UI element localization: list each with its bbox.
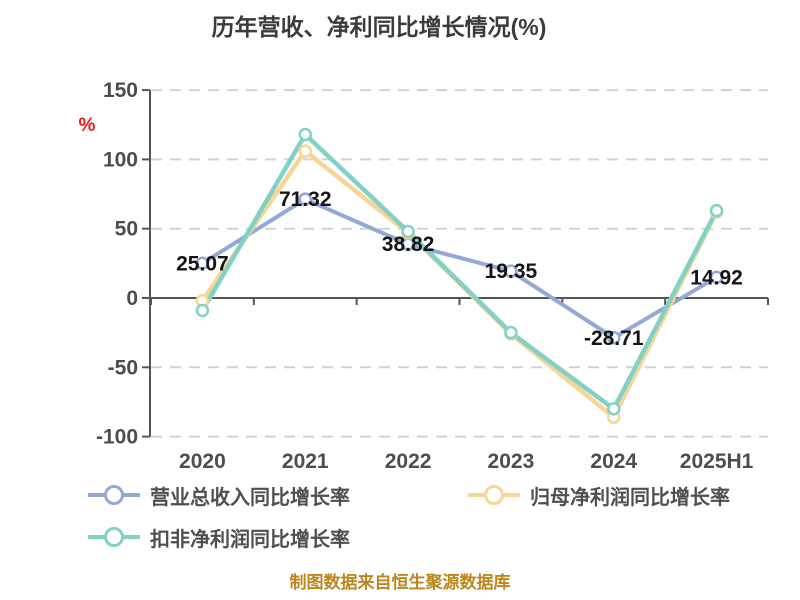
data-point-s2-2020[interactable] [195,303,210,318]
data-point-s1-2021[interactable] [298,144,312,158]
y-axis-tick-label-50: 50 [115,218,138,241]
x-axis-label-2023: 2023 [488,450,535,473]
non-gaap-series-swatch-icon [88,527,140,547]
chart-title: 历年营收、净利同比增长情况(%) [211,14,547,40]
y-axis-unit-label: % [78,115,96,136]
data-label-s0-2023: 19.35 [485,260,538,283]
series-line-0 [200,197,719,340]
x-axis-label-2022: 2022 [385,450,432,473]
data-label-s0-2025H1: 14.92 [690,266,743,289]
y-axis-tick-label--50: -50 [108,356,138,379]
data-label-s0-2022: 38.82 [382,233,435,256]
legend-label-net-profit-growth: 归母净利润同比增长率 [530,486,730,509]
y-axis-tick-label--100: -100 [96,426,138,449]
y-axis-tick-label-150: 150 [103,79,138,102]
data-point-s0-2023[interactable] [504,264,518,278]
data-point-s2-2022[interactable] [401,224,415,239]
data-point-s2-2025H1[interactable] [709,203,724,218]
series-line-2 [200,132,719,412]
legend-item-net-profit-growth[interactable]: 归母净利润同比增长率 [468,481,730,510]
data-label-s0-2024: -28.71 [584,327,644,350]
net-profit-series-swatch-icon [468,485,520,505]
data-label-s0-2021: 71.32 [279,188,332,211]
data-point-s0-2024[interactable] [607,331,621,345]
x-axis-label-2020: 2020 [179,450,226,473]
legend-label-revenue-growth: 营业总收入同比增长率 [150,486,350,509]
x-axis-label-2025H1: 2025H1 [680,450,754,473]
chart-legend: 营业总收入同比增长率 归母净利润同比增长率 扣非净利润同比增长率 [88,474,768,558]
data-point-s0-2021[interactable] [298,192,312,206]
data-point-s0-2025H1[interactable] [709,270,724,285]
legend-item-non-gaap-profit-growth[interactable]: 扣非净利润同比增长率 [88,523,350,552]
data-point-s2-2023[interactable] [504,325,518,340]
revenue-series-swatch-icon [88,485,140,505]
x-axis-label-2021: 2021 [282,450,329,473]
data-point-s2-2021[interactable] [298,127,312,142]
data-label-s0-2020: 25.07 [176,252,229,275]
x-axis-label-2024: 2024 [590,450,637,473]
data-point-s0-2020[interactable] [195,256,210,271]
data-source-caption: 制图数据来自恒生聚源数据库 [289,573,511,592]
legend-label-non-gaap-profit-growth: 扣非净利润同比增长率 [150,528,350,551]
y-axis-tick-label-100: 100 [103,148,138,171]
legend-row-1: 营业总收入同比增长率 归母净利润同比增长率 [88,474,768,516]
legend-row-2: 扣非净利润同比增长率 [88,516,768,558]
legend-item-revenue-growth[interactable]: 营业总收入同比增长率 [88,481,350,510]
data-point-s2-2024[interactable] [607,402,621,416]
y-axis-tick-label-0: 0 [126,287,138,310]
